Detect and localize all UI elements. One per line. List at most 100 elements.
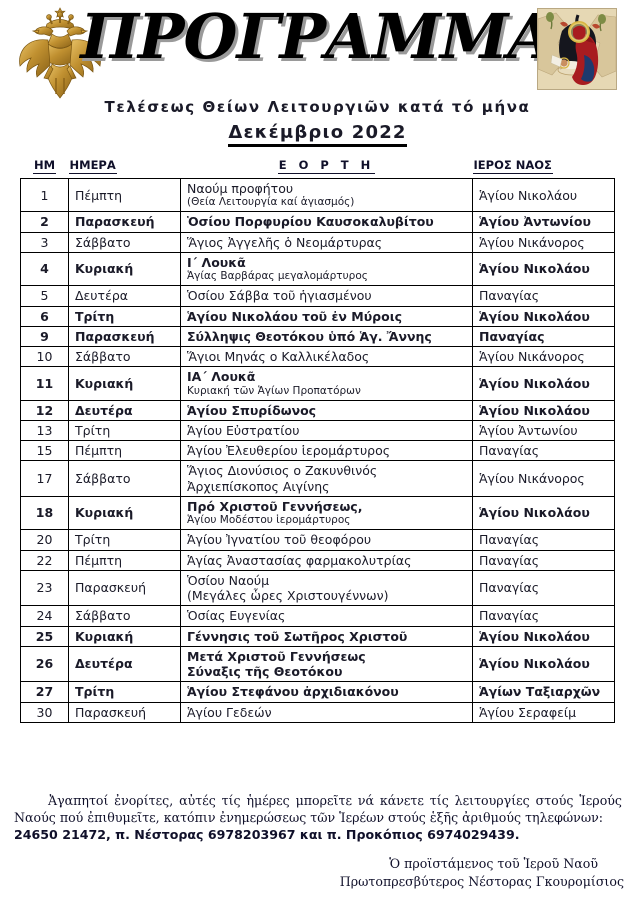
table-row: 15 Πέμπτη Ἁγίου Ἐλευθερίου ἱερομάρτυρος Παν… bbox=[20, 440, 615, 462]
cell-day-number: 12 bbox=[20, 399, 69, 421]
cell-day-number: 13 bbox=[20, 419, 69, 442]
cell-day-number: 25 bbox=[20, 625, 69, 647]
cell-weekday: Σάββατο bbox=[68, 345, 181, 368]
cell-day-number: 2 bbox=[20, 211, 69, 233]
cell-feast: Ὁσίου Ναούμ (Μεγάλες ὧρες Χριστουγέννων) bbox=[180, 569, 473, 607]
feast-subtitle: Ἁγίου Μοδέστου ἱερομάρτυρος bbox=[187, 514, 351, 527]
cell-feast: Ι΄ Λουκᾶ Ἁγίας Βαρβάρας μεγαλομάρτυρος bbox=[180, 251, 473, 287]
cell-church: Παναγίας bbox=[472, 325, 615, 348]
column-header-church: ΙΕΡΟΣ ΝΑΟΣ bbox=[472, 158, 553, 174]
cell-weekday: Σάββατο bbox=[68, 231, 181, 253]
cell-church: Παναγίας bbox=[472, 605, 615, 627]
cell-day-number: 15 bbox=[20, 440, 69, 462]
cell-feast: Ὁσίας Ευγενίας bbox=[180, 605, 473, 627]
feast-title: Ἁγίας Ἀναστασίας φαρμακολυτρίας bbox=[187, 552, 412, 568]
table-row: 18 Κυριακή Πρό Χριστοῦ Γεννήσεως, Ἁγίου Μοδ… bbox=[20, 495, 615, 531]
table-row: 27 Τρίτη Ἁγίου Στεφάνου ἀρχιδιακόνου Ἁγίων … bbox=[20, 681, 615, 703]
feast-title-line-2: Σύναξις τῆς Θεοτόκου bbox=[187, 664, 343, 679]
feast-title-line-2: (Μεγάλες ὧρες Χριστουγέννων) bbox=[187, 588, 389, 603]
cell-feast: Ὁσίου Σάββα τοῦ ἡγιασμένου bbox=[180, 285, 473, 307]
cell-feast: Ὁσίου Πορφυρίου Καυσοκαλυβίτου bbox=[180, 211, 473, 233]
table-row: 5 Δευτέρα Ὁσίου Σάββα τοῦ ἡγιασμένου Παναγί… bbox=[20, 285, 615, 307]
table-head: ΗΜ ΗΜΕΡΑ Ε Ο Ρ Τ Η ΙΕΡΟΣ ΝΑΟΣ bbox=[21, 158, 615, 179]
cell-weekday: Πέμπτη bbox=[68, 549, 181, 571]
table-row: 3 Σάββατο Ἅγιος Ἀγγελῆς ὁ Νεομάρτυρας Ἁγίου… bbox=[20, 231, 615, 253]
table-row: 6 Τρίτη Ἁγίου Νικολάου τοῦ ἐν Μύροις Ἁγίου … bbox=[20, 305, 615, 327]
cell-weekday: Κυριακή bbox=[68, 251, 181, 287]
cell-feast: Ἁγίου Ἐλευθερίου ἱερομάρτυρος bbox=[180, 440, 473, 462]
feast-title: Ἁγίου Ἰγνατίου τοῦ θεοφόρου bbox=[187, 532, 372, 548]
cell-feast: Ἁγίου Σπυρίδωνος bbox=[180, 399, 473, 421]
cell-church: Ἁγίου Σεραφείμ bbox=[472, 701, 615, 723]
cell-church: Ἁγίου Ἀντωνίου bbox=[472, 419, 615, 442]
feast-title: Ἁγίου Σπυρίδωνος bbox=[187, 402, 317, 418]
cell-church: Ἁγίου Νικολάου bbox=[472, 645, 615, 683]
cell-church: Ἁγίων Ταξιαρχῶν bbox=[472, 681, 615, 703]
subtitle-line-1: Τελέσεως Θείων Λειτουργιῶν κατά τό μήνα bbox=[104, 98, 531, 116]
cell-feast: Ἁγίου Στεφάνου ἀρχιδιακόνου bbox=[180, 681, 473, 703]
feast-title: Πρό Χριστοῦ Γεννήσεως, bbox=[187, 498, 363, 514]
cell-weekday: Σάββατο bbox=[68, 605, 181, 627]
feast-subtitle: Ἁγίας Βαρβάρας μεγαλομάρτυρος bbox=[187, 270, 368, 283]
subtitle-line-2: Δεκέμβριο 2022 bbox=[228, 122, 407, 147]
cell-feast: ΙΑ΄ Λουκᾶ Κυριακή τῶν Ἁγίων Προπατόρων bbox=[180, 366, 473, 401]
feast-title: Ἁγίου Ἐλευθερίου ἱερομάρτυρος bbox=[187, 443, 391, 459]
cell-day-number: 17 bbox=[20, 460, 69, 497]
cell-weekday: Τρίτη bbox=[68, 419, 181, 442]
feast-title: Ναούμ προφήτου bbox=[187, 181, 294, 196]
cell-weekday: Παρασκευή bbox=[68, 569, 181, 607]
cell-weekday: Τρίτη bbox=[68, 305, 181, 327]
cell-weekday: Πέμπτη bbox=[68, 440, 181, 462]
feast-title: Ι΄ Λουκᾶ bbox=[187, 254, 246, 270]
table-row: 1 Πέμπτη Ναούμ προφήτου (Θεία Λειτουργία κα… bbox=[20, 177, 615, 213]
cell-day-number: 4 bbox=[20, 251, 69, 287]
cell-church: Παναγίας bbox=[472, 440, 615, 462]
cell-church: Ἁγίου Νικάνορος bbox=[472, 345, 615, 368]
cell-feast: Ἅγιοι Μηνάς ο Καλλικέλαδος bbox=[180, 345, 473, 368]
cell-feast: Ἅγιος Διονύσιος ο Ζακυνθινός Ἀρχιεπίσκοπο… bbox=[180, 460, 473, 497]
cell-church: Ἁγίου Νικολάου bbox=[472, 625, 615, 647]
feast-title: Ἅγιος Ἀγγελῆς ὁ Νεομάρτυρας bbox=[187, 234, 383, 250]
table-body: 1 Πέμπτη Ναούμ προφήτου (Θεία Λειτουργία κα… bbox=[20, 177, 615, 723]
cell-day-number: 6 bbox=[20, 305, 69, 327]
cell-church: Ἁγίου Νικολάου bbox=[472, 177, 615, 213]
cell-weekday: Τρίτη bbox=[68, 529, 181, 551]
cell-weekday: Δευτέρα bbox=[68, 645, 181, 683]
cell-weekday: Κυριακή bbox=[68, 625, 181, 647]
program-table: ΗΜ ΗΜΕΡΑ Ε Ο Ρ Τ Η ΙΕΡΟΣ ΝΑΟΣ 1 Πέμπτη Ναο… bbox=[20, 158, 615, 723]
table-row: 4 Κυριακή Ι΄ Λουκᾶ Ἁγίας Βαρβάρας μεγαλομάρ… bbox=[20, 251, 615, 287]
signature-line-2: Πρωτοπρεσβύτερος Νέστορας Γκουρομίσιος bbox=[339, 874, 624, 890]
column-header-day-number: ΗΜ bbox=[32, 158, 57, 174]
feast-title: Ὁσίου Πορφυρίου Καυσοκαλυβίτου bbox=[187, 214, 434, 230]
cell-church: Ἁγίου Νικάνορος bbox=[472, 231, 615, 253]
cell-day-number: 27 bbox=[20, 681, 69, 703]
table-row: 9 Παρασκευή Σύλληψις Θεοτόκου ὑπό Ἁγ. Ἄννη… bbox=[20, 325, 615, 348]
cell-day-number: 11 bbox=[20, 366, 69, 401]
feast-title: Γέννησις τοῦ Σωτῆρος Χριστοῦ bbox=[187, 628, 408, 644]
table-row: 25 Κυριακή Γέννησις τοῦ Σωτῆρος Χριστοῦ Ἁγί… bbox=[20, 625, 615, 647]
feast-subtitle: Κυριακή τῶν Ἁγίων Προπατόρων bbox=[187, 384, 361, 397]
cell-weekday: Παρασκευή bbox=[68, 325, 181, 348]
cell-church: Ἁγίου Ἀντωνίου bbox=[472, 211, 615, 233]
table-row: 12 Δευτέρα Ἁγίου Σπυρίδωνος Ἁγίου Νικολάου bbox=[20, 399, 615, 421]
cell-day-number: 3 bbox=[20, 231, 69, 253]
feast-title: Ἁγίου Γεδεών bbox=[187, 704, 272, 720]
cell-weekday: Κυριακή bbox=[68, 495, 181, 531]
cell-feast: Ἁγίου Νικολάου τοῦ ἐν Μύροις bbox=[180, 305, 473, 327]
cell-feast: Ἁγίου Ἰγνατίου τοῦ θεοφόρου bbox=[180, 529, 473, 551]
cell-church: Ἁγίου Νικολάου bbox=[472, 366, 615, 401]
table-row: 30 Παρασκευή Ἁγίου Γεδεών Ἁγίου Σεραφείμ bbox=[20, 701, 615, 723]
feast-title: Ἅγιοι Μηνάς ο Καλλικέλαδος bbox=[187, 349, 370, 364]
notice-block: Ἀγαπητοί ἐνορίτες, αὐτές τίς ἡμέρες μπορ… bbox=[14, 793, 622, 844]
cell-weekday: Δευτέρα bbox=[68, 399, 181, 421]
signature-line-1: Ὁ προϊστάμενος τοῦ Ἱεροῦ Ναοῦ bbox=[389, 856, 598, 871]
cell-feast: Πρό Χριστοῦ Γεννήσεως, Ἁγίου Μοδέστου ἱερ… bbox=[180, 495, 473, 531]
cell-weekday: Σάββατο bbox=[68, 460, 181, 497]
cell-weekday: Τρίτη bbox=[68, 681, 181, 703]
subtitle-line-2-wrap: Δεκέμβριο 2022 bbox=[0, 122, 635, 147]
table-header-row: ΗΜ ΗΜΕΡΑ Ε Ο Ρ Τ Η ΙΕΡΟΣ ΝΑΟΣ bbox=[21, 158, 615, 179]
cell-day-number: 23 bbox=[20, 569, 69, 607]
table-row: 13 Τρίτη Ἁγίου Εὐστρατίου Ἁγίου Ἀντωνίου bbox=[20, 419, 615, 442]
cell-weekday: Πέμπτη bbox=[68, 177, 181, 213]
table-row: 17 Σάββατο Ἅγιος Διονύσιος ο Ζακυνθινός Ἀρχ… bbox=[20, 460, 615, 497]
